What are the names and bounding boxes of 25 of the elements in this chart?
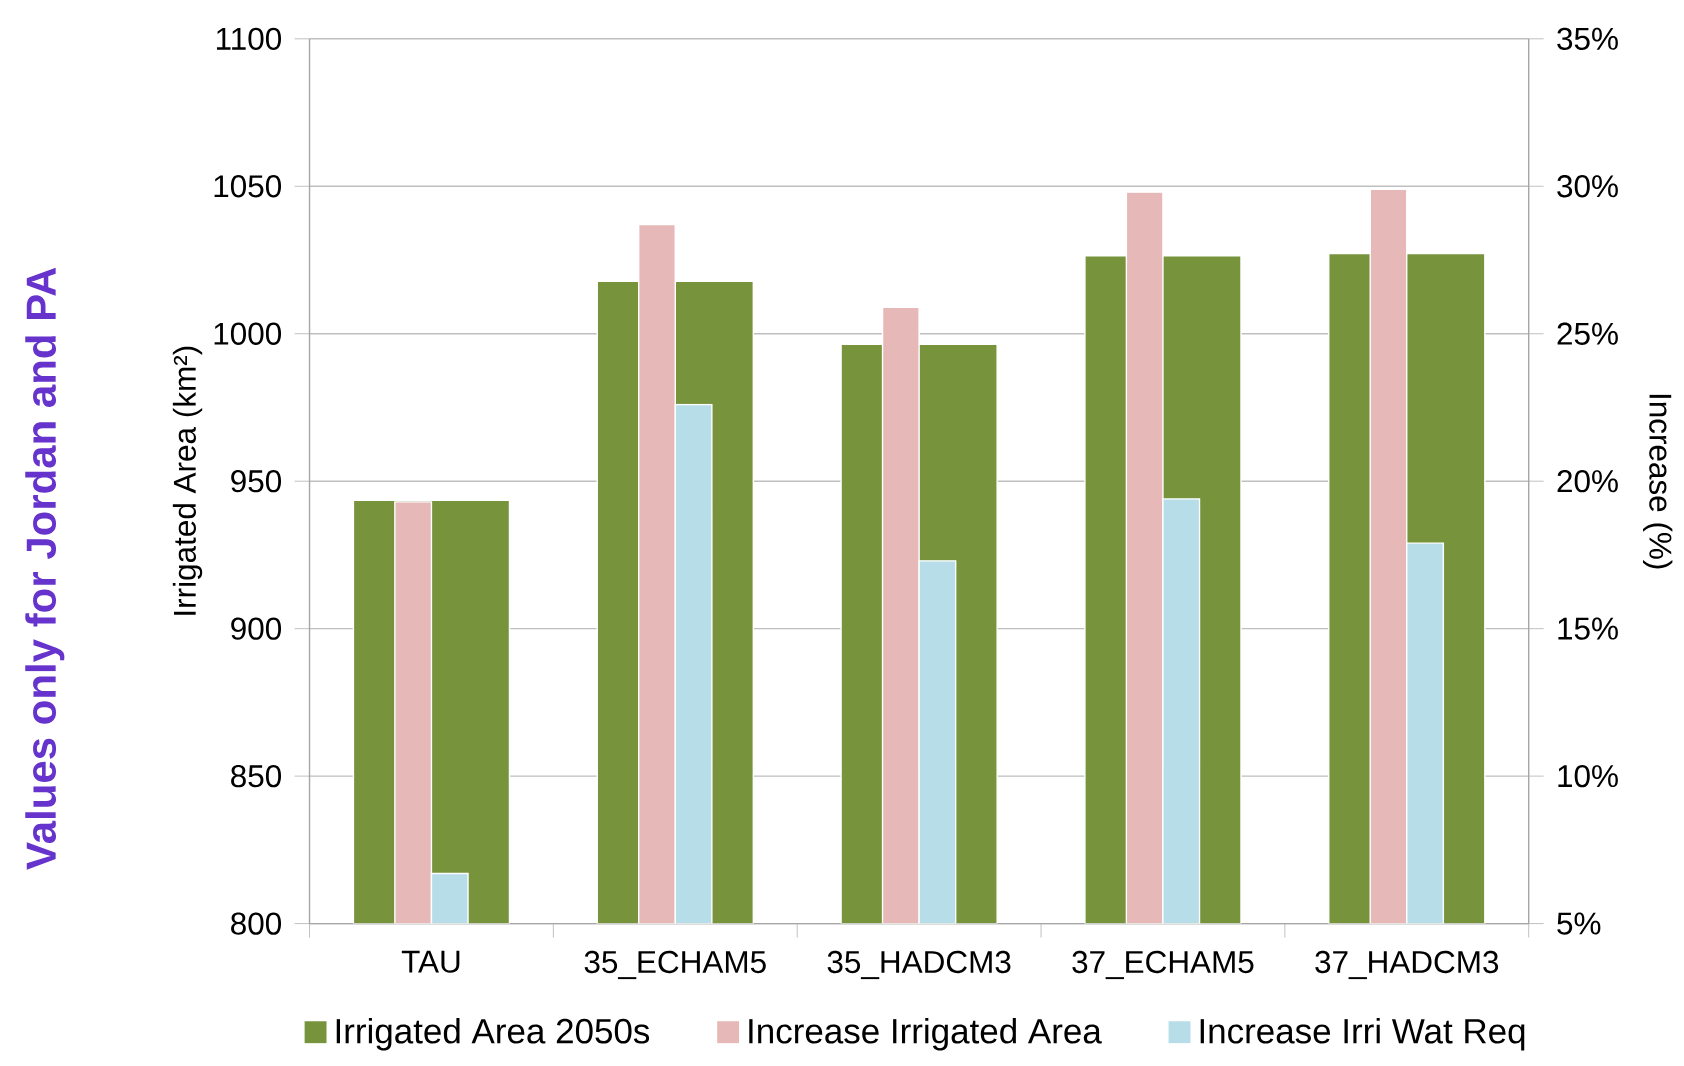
- legend-label: Irrigated Area 2050s: [336, 1017, 650, 1051]
- y2-tick-label: 30%: [1557, 175, 1618, 198]
- x-tick-label: 35_ECHAM5: [584, 950, 766, 980]
- y-axis-title: Irrigated Area (km²): [172, 346, 203, 615]
- x-tick-label: 35_HADCM3: [827, 950, 1011, 980]
- y-tick-label: 800: [231, 912, 282, 935]
- y-tick-label: 1000: [214, 322, 282, 345]
- y2-tick-label: 15%: [1558, 617, 1618, 640]
- x-tick-label: TAU: [401, 950, 460, 973]
- x-tick-label: 37_ECHAM5: [1072, 950, 1254, 980]
- legend-label: Increase Irrigated Area: [749, 1017, 1102, 1051]
- y2-tick-label: 20%: [1557, 470, 1618, 493]
- y2-tick-label: 25%: [1557, 322, 1618, 345]
- y2-axis-title: Increase (%): [1643, 394, 1673, 569]
- y-tick-label: 950: [231, 470, 282, 493]
- y-tick-label: 850: [231, 765, 282, 788]
- text: Values only for Jordan and PA: [25, 267, 65, 870]
- y-tick-label: 1050: [214, 175, 282, 198]
- legend-label: Increase Irri Wat Req: [1200, 1017, 1525, 1051]
- y2-tick-label: 35%: [1557, 27, 1618, 51]
- y-tick-label: 1100: [216, 27, 282, 51]
- y2-tick-label: 5%: [1557, 912, 1601, 935]
- x-tick-label: 37_HADCM3: [1315, 950, 1499, 980]
- y-tick-label: 900: [231, 617, 282, 640]
- y2-tick-label: 10%: [1558, 765, 1618, 788]
